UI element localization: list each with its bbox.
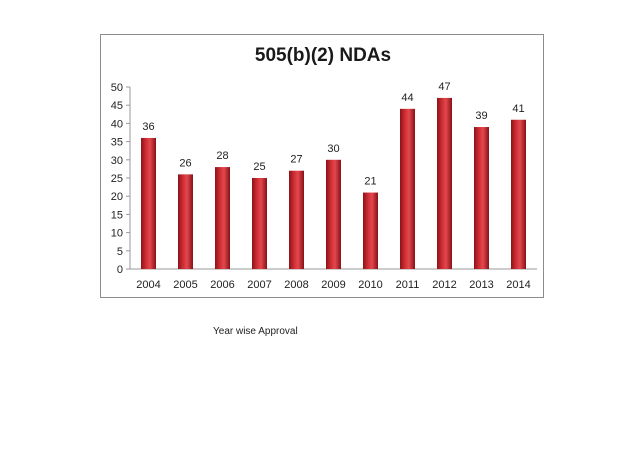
bar-2014 [511, 119, 526, 269]
y-tick-label: 10 [111, 228, 123, 240]
y-tick-label: 35 [111, 137, 123, 149]
y-tick-label: 0 [117, 264, 123, 276]
data-label-2014: 41 [512, 103, 524, 115]
y-tick-label: 20 [111, 191, 123, 203]
x-tick-label-2008: 2008 [284, 279, 308, 291]
y-tick-label: 30 [111, 155, 123, 167]
bar-2009 [326, 159, 341, 269]
bar-2011 [400, 108, 415, 269]
x-tick-label-2011: 2011 [396, 279, 420, 291]
y-tick-label: 25 [111, 173, 123, 185]
bar-2013 [474, 127, 489, 269]
x-tick-label-2014: 2014 [506, 279, 530, 291]
chart-title: 505(b)(2) NDAs [254, 45, 392, 66]
y-tick-label: 5 [117, 246, 123, 258]
bar-2004 [141, 137, 156, 269]
bar-2005 [178, 174, 193, 269]
bar-2007 [252, 178, 267, 269]
x-tick-label-2012: 2012 [432, 279, 456, 291]
bar-2010 [363, 192, 378, 269]
chart-frame: 505(b)(2) NDAs 0 5 10 15 20 25 30 35 40 45 50 36 20… [100, 34, 544, 298]
bar-chart: 0 5 10 15 20 25 30 35 40 45 50 36 2004 26 2005 28 2006 2… [111, 81, 537, 291]
y-tick-label: 50 [111, 82, 123, 94]
data-label-2008: 27 [290, 154, 302, 166]
data-label-2013: 39 [475, 110, 487, 122]
x-tick-label-2013: 2013 [469, 279, 493, 291]
x-tick-label-2004: 2004 [136, 279, 160, 291]
data-label-2011: 44 [401, 92, 413, 104]
bar-2012 [437, 97, 452, 269]
x-tick-label-2009: 2009 [321, 279, 345, 291]
data-label-2005: 26 [179, 157, 191, 169]
data-label-2009: 30 [327, 143, 339, 155]
data-label-2010: 21 [364, 176, 376, 188]
bar-2008 [289, 170, 304, 269]
y-tick-label: 15 [111, 209, 123, 221]
y-tick-label: 40 [111, 118, 123, 130]
x-tick-label-2006: 2006 [210, 279, 234, 291]
bar-2006 [215, 167, 230, 269]
data-label-2006: 28 [216, 150, 228, 162]
data-label-2004: 36 [142, 121, 154, 133]
data-label-2007: 25 [253, 161, 265, 173]
x-tick-label-2010: 2010 [358, 279, 382, 291]
x-tick-label-2005: 2005 [173, 279, 197, 291]
caption: Year wise Approval [213, 326, 298, 337]
data-label-2012: 47 [438, 81, 450, 93]
x-tick-label-2007: 2007 [247, 279, 271, 291]
y-tick-label: 45 [111, 100, 123, 112]
